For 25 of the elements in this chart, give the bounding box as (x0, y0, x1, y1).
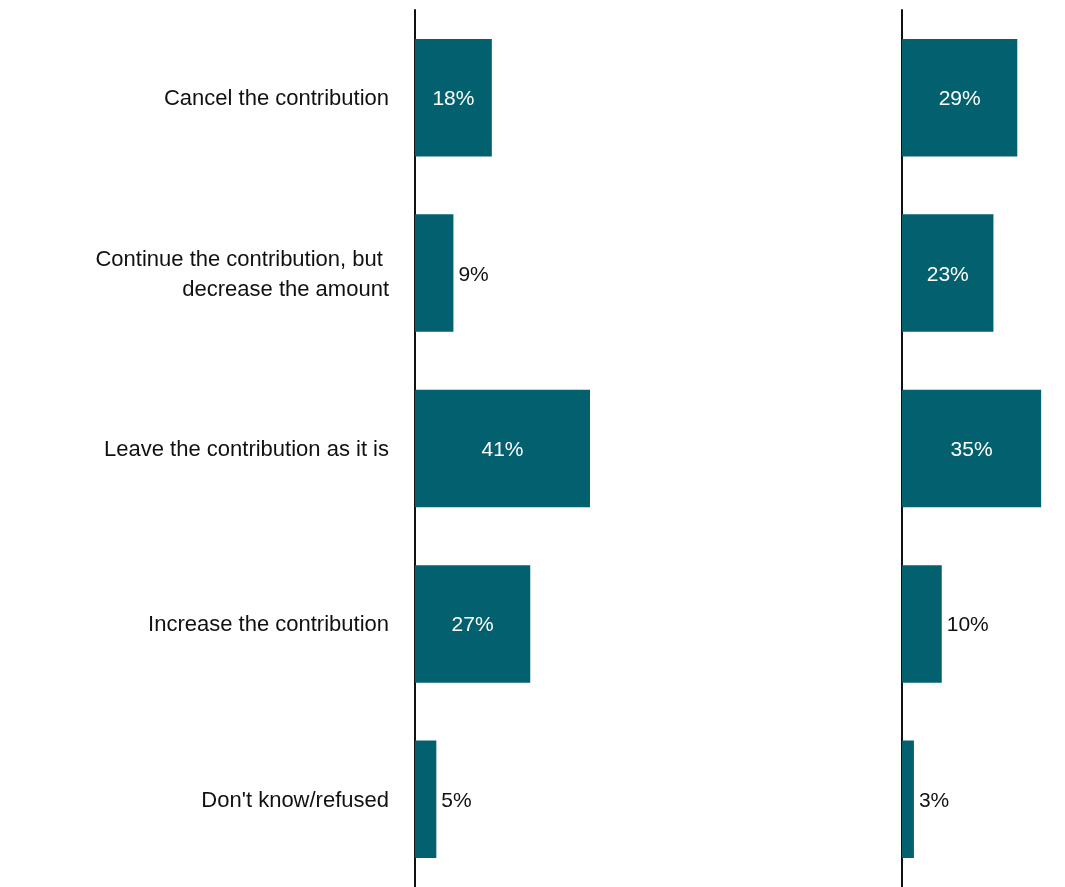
y-tick-label: Leave the contribution as it is (104, 436, 389, 461)
data-label: 29% (938, 86, 981, 110)
bar (902, 389, 1042, 508)
bar (902, 214, 994, 332)
y-tick-label: Increase the contribution (148, 611, 389, 637)
data-label: 10% (946, 612, 989, 636)
bar (415, 38, 492, 157)
data-label: 23% (926, 261, 969, 285)
data-label: 5% (441, 787, 472, 811)
data-label: 41% (481, 437, 524, 460)
data-label: 35% (950, 437, 993, 460)
bar (902, 38, 1018, 157)
bar (415, 389, 590, 508)
bar (415, 214, 454, 332)
data-label: 18% (432, 86, 475, 110)
data-label: 27% (451, 612, 494, 636)
y-tick-label: Don't know/refused (201, 786, 389, 812)
bar (415, 565, 531, 683)
data-label: 3% (918, 787, 950, 811)
y-tick-label: Continue the contribution, but decrease the amount (95, 245, 389, 301)
bar (902, 565, 942, 683)
y-tick-label: Cancel the contribution (163, 85, 389, 111)
bar (902, 740, 914, 859)
bar (415, 740, 437, 859)
data-label: 9% (458, 261, 489, 285)
